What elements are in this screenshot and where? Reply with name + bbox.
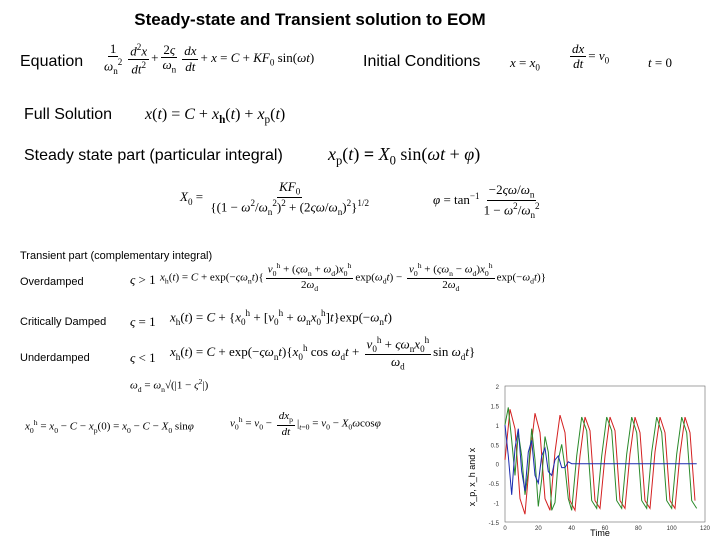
critically-damped-eq: xh(t) = C + {x0h + [v0h + ωnx0h]t}exp(−ω… <box>170 308 392 327</box>
xtick-label: 40 <box>568 526 575 532</box>
amplitude-eq: X0 = KF0 {(1 − ω2/ωn2)2 + (2ςω/ωn)2}1/2 <box>180 179 370 217</box>
equation-of-motion: 1 ωn2 d2x dt2 +2ς ωn dx dt + x = C + KF0 sin(ωt) <box>104 41 315 77</box>
plot-axes: 21.510.50-0.5-1-1.50 20 40 60 80 100 120 <box>489 385 711 532</box>
steady-state-eq: xp(t) = X0 sin(ωt + φ) <box>328 144 481 168</box>
ic-velocity: dx dt = v0 <box>570 41 610 72</box>
damped-frequency-eq: ωd = ωn√(|1 − ς2|) <box>130 377 209 394</box>
series-line-1 <box>504 407 698 511</box>
solution-plot: 21.510.50-0.5-1-1.50 20 40 60 80 100 120 x_p, … <box>467 385 711 538</box>
ic-position: x = x0 <box>510 55 540 73</box>
initial-conditions-label: Initial Conditions <box>363 53 481 70</box>
ytick-label: 1.5 <box>491 404 500 410</box>
ytick-label: 0.5 <box>491 443 500 449</box>
ytick-label: -1.5 <box>489 521 500 527</box>
series-line-0 <box>504 409 696 515</box>
page-title: Steady-state and Transient solution to E… <box>134 10 486 29</box>
xtick-label: 0 <box>503 526 507 532</box>
series-line-2 <box>504 424 697 495</box>
critically-damped-condition: ς = 1 <box>130 314 156 329</box>
xh0-eq: x0h = x0 − C − xp(0) = x0 − C − X0 sinφ <box>25 418 194 435</box>
plot-xlabel: Time <box>590 528 610 538</box>
plot-ylabel: x_p, x_h and x <box>467 447 477 506</box>
ytick-label: -0.5 <box>489 482 500 488</box>
underdamped-condition: ς < 1 <box>130 350 156 365</box>
underdamped-label: Underdamped <box>20 352 90 364</box>
critically-damped-label: Critically Damped <box>20 316 107 328</box>
full-solution-eq: x(t) = C + xh(t) + xp(t) <box>145 106 286 127</box>
plot-series <box>504 407 698 515</box>
phase-eq: φ = tan−1 −2ςω/ωn 1 − ω2/ωn2 <box>433 182 540 220</box>
xtick-label: 80 <box>635 526 642 532</box>
equation-label: Equation <box>20 53 84 70</box>
xtick-label: 100 <box>667 526 678 532</box>
ytick-label: 0 <box>496 463 500 469</box>
vh0-eq: v0h = v0 − dxp dt |t=0 = v0 − X0ωcosφ <box>230 410 381 438</box>
steady-state-label: Steady state part (particular integral) <box>24 147 283 164</box>
transient-label: Transient part (complementary integral) <box>20 250 213 262</box>
ytick-label: 1 <box>496 424 500 430</box>
underdamped-eq: xh(t) = C + exp(−ςωnt){x0h cos ωdt + v0h… <box>170 335 476 372</box>
overdamped-label: Overdamped <box>20 276 84 288</box>
full-solution-label: Full Solution <box>24 106 113 123</box>
ic-time: t = 0 <box>648 55 672 70</box>
overdamped-eq: xh(t) = C + exp(−ςωnt){v0h + (ςωn + ωd)x… <box>160 261 546 294</box>
ytick-label: 2 <box>496 385 500 391</box>
overdamped-condition: ς > 1 <box>130 272 156 287</box>
xtick-label: 20 <box>535 526 542 532</box>
xtick-label: 120 <box>700 526 711 532</box>
plot-frame <box>504 385 706 523</box>
ytick-label: -1 <box>494 502 500 508</box>
xtick-label: 60 <box>602 526 609 532</box>
